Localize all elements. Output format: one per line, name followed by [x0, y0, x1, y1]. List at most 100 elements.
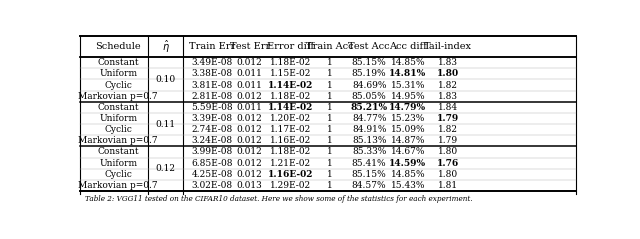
Text: 1.17E-02: 1.17E-02 — [270, 125, 312, 134]
Text: 1.29E-02: 1.29E-02 — [270, 181, 312, 190]
Text: 0.11: 0.11 — [156, 120, 176, 129]
Text: 1: 1 — [326, 125, 332, 134]
Text: 1.79: 1.79 — [437, 114, 459, 123]
Text: 85.41%: 85.41% — [352, 159, 387, 168]
Text: Table 2: VGG11 tested on the CIFAR10 dataset. Here we show some of the statistic: Table 2: VGG11 tested on the CIFAR10 dat… — [85, 195, 472, 203]
Text: 85.15%: 85.15% — [352, 58, 387, 67]
Text: 14.85%: 14.85% — [390, 58, 425, 67]
Text: Uniform: Uniform — [99, 159, 137, 168]
Text: 1: 1 — [326, 92, 332, 101]
Text: 1: 1 — [326, 170, 332, 179]
Text: 1: 1 — [326, 181, 332, 190]
Text: 1.20E-02: 1.20E-02 — [270, 114, 312, 123]
Text: 3.49E-08: 3.49E-08 — [192, 58, 233, 67]
Text: 0.10: 0.10 — [156, 75, 176, 84]
Text: Cyclic: Cyclic — [104, 170, 132, 179]
Text: 1: 1 — [326, 103, 332, 112]
Text: 15.31%: 15.31% — [390, 81, 425, 90]
Text: 0.012: 0.012 — [237, 136, 262, 145]
Text: 1.18E-02: 1.18E-02 — [270, 147, 312, 157]
Text: 1.21E-02: 1.21E-02 — [270, 159, 312, 168]
Text: Train Err: Train Err — [189, 42, 236, 51]
Text: 0.012: 0.012 — [237, 147, 262, 157]
Text: 85.19%: 85.19% — [352, 69, 387, 78]
Text: 0.011: 0.011 — [237, 81, 262, 90]
Text: 85.13%: 85.13% — [352, 136, 387, 145]
Text: Cyclic: Cyclic — [104, 125, 132, 134]
Text: 14.95%: 14.95% — [390, 92, 425, 101]
Text: Constant: Constant — [97, 147, 139, 157]
Text: 1: 1 — [326, 114, 332, 123]
Text: 1.79: 1.79 — [438, 136, 458, 145]
Text: 84.77%: 84.77% — [352, 114, 387, 123]
Text: 85.21%: 85.21% — [351, 103, 388, 112]
Text: 6.85E-08: 6.85E-08 — [192, 159, 233, 168]
Text: 1.82: 1.82 — [438, 81, 458, 90]
Text: 15.09%: 15.09% — [390, 125, 425, 134]
Text: 1.84: 1.84 — [438, 103, 458, 112]
Text: 14.67%: 14.67% — [390, 147, 425, 157]
Text: 1.80: 1.80 — [438, 147, 458, 157]
Text: Train Acc: Train Acc — [306, 42, 353, 51]
Text: Constant: Constant — [97, 58, 139, 67]
Text: 5.59E-08: 5.59E-08 — [191, 103, 233, 112]
Text: 0.012: 0.012 — [237, 170, 262, 179]
Text: 14.79%: 14.79% — [389, 103, 426, 112]
Text: 0.012: 0.012 — [237, 125, 262, 134]
Text: 0.013: 0.013 — [237, 181, 262, 190]
Text: Test Acc: Test Acc — [348, 42, 390, 51]
Text: 1: 1 — [326, 159, 332, 168]
Text: 1.81: 1.81 — [438, 181, 458, 190]
Text: Cyclic: Cyclic — [104, 81, 132, 90]
Text: 0.011: 0.011 — [237, 69, 262, 78]
Text: 1.76: 1.76 — [437, 159, 459, 168]
Text: 84.69%: 84.69% — [352, 81, 387, 90]
Text: Acc diff: Acc diff — [389, 42, 427, 51]
Text: Markovian p=0.7: Markovian p=0.7 — [78, 92, 158, 101]
Text: 1.83: 1.83 — [438, 92, 458, 101]
Text: 1: 1 — [326, 69, 332, 78]
Text: 3.38E-08: 3.38E-08 — [192, 69, 233, 78]
Text: Constant: Constant — [97, 103, 139, 112]
Text: 1.16E-02: 1.16E-02 — [268, 170, 314, 179]
Text: 1: 1 — [326, 147, 332, 157]
Text: 0.012: 0.012 — [237, 114, 262, 123]
Text: 84.91%: 84.91% — [352, 125, 387, 134]
Text: 1.18E-02: 1.18E-02 — [270, 92, 312, 101]
Text: 2.81E-08: 2.81E-08 — [192, 92, 233, 101]
Text: 15.43%: 15.43% — [390, 181, 425, 190]
Text: 3.02E-08: 3.02E-08 — [192, 181, 233, 190]
Text: 0.011: 0.011 — [237, 103, 262, 112]
Text: 1.16E-02: 1.16E-02 — [270, 136, 312, 145]
Text: 3.99E-08: 3.99E-08 — [192, 147, 233, 157]
Text: 1: 1 — [326, 136, 332, 145]
Text: Test Err: Test Err — [230, 42, 269, 51]
Text: 1.80: 1.80 — [438, 170, 458, 179]
Text: 84.57%: 84.57% — [352, 181, 387, 190]
Text: 0.012: 0.012 — [237, 58, 262, 67]
Text: 1.18E-02: 1.18E-02 — [270, 58, 312, 67]
Text: Schedule: Schedule — [95, 42, 141, 51]
Text: 1: 1 — [326, 58, 332, 67]
Text: 85.33%: 85.33% — [352, 147, 387, 157]
Text: 0.012: 0.012 — [237, 92, 262, 101]
Text: 14.87%: 14.87% — [390, 136, 425, 145]
Text: 4.25E-08: 4.25E-08 — [192, 170, 233, 179]
Text: Error diff: Error diff — [268, 42, 314, 51]
Text: 14.59%: 14.59% — [389, 159, 426, 168]
Text: 0.012: 0.012 — [237, 159, 262, 168]
Text: 15.23%: 15.23% — [390, 114, 425, 123]
Text: 1.15E-02: 1.15E-02 — [270, 69, 312, 78]
Text: Uniform: Uniform — [99, 69, 137, 78]
Text: 3.24E-08: 3.24E-08 — [192, 136, 233, 145]
Text: 85.15%: 85.15% — [352, 170, 387, 179]
Text: 1: 1 — [326, 81, 332, 90]
Text: 1.82: 1.82 — [438, 125, 458, 134]
Text: Tail-index: Tail-index — [424, 42, 472, 51]
Text: 14.81%: 14.81% — [389, 69, 426, 78]
Text: 14.85%: 14.85% — [390, 170, 425, 179]
Text: 1.80: 1.80 — [437, 69, 459, 78]
Text: Markovian p=0.7: Markovian p=0.7 — [78, 181, 158, 190]
Text: Markovian p=0.7: Markovian p=0.7 — [78, 136, 158, 145]
Text: 3.81E-08: 3.81E-08 — [192, 81, 233, 90]
